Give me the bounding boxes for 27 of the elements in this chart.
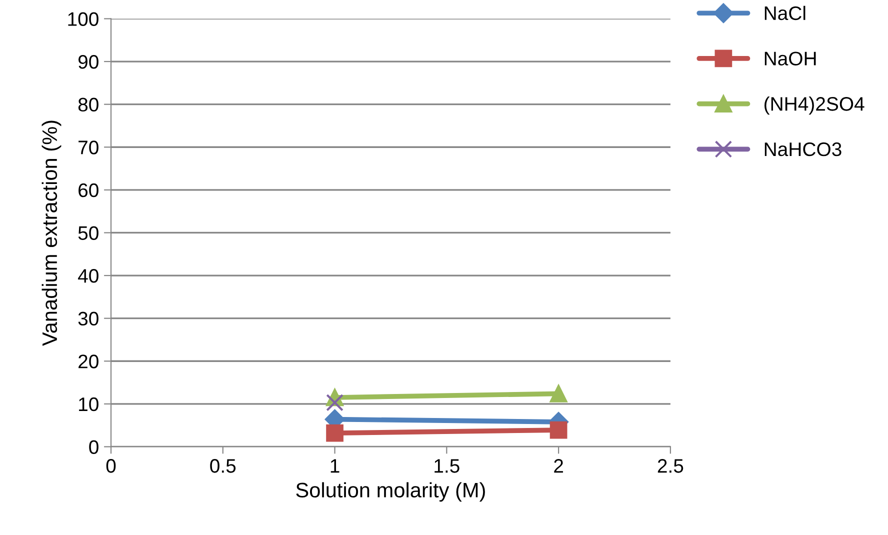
y-tick-label: 70: [78, 140, 98, 154]
x-tick-label: 2: [554, 459, 563, 473]
y-tick-label: 80: [78, 98, 98, 112]
x-axis-title: Solution molarity (M): [296, 482, 485, 502]
legend-label: NaCl: [764, 6, 806, 20]
legend-label: (NH4)2SO4: [764, 96, 864, 115]
x-tick-label: 1: [330, 459, 340, 473]
y-tick-label: 40: [78, 268, 98, 283]
y-tick-label: 20: [78, 354, 98, 368]
point: [326, 424, 344, 442]
y-tick-label: 60: [78, 183, 98, 198]
x-tick-label: 0: [106, 459, 116, 473]
point: [326, 394, 344, 412]
y-axis-title: Vanadium extraction (%): [42, 120, 62, 346]
y-tick-label: 10: [79, 397, 98, 412]
point: [550, 421, 568, 439]
y-tick-label: 0: [89, 440, 98, 454]
y-tick-label: 30: [78, 312, 98, 326]
y-tick-label: 50: [78, 226, 98, 240]
y-tick-label: 100: [68, 12, 98, 26]
x-tick-label: 1.5: [434, 459, 460, 473]
x-tick-label: 0.5: [210, 459, 236, 473]
x-tick-label: 2.5: [658, 459, 684, 473]
legend-label: NaHCO3: [764, 142, 842, 156]
y-tick-label: 90: [78, 54, 98, 69]
point: [550, 384, 568, 402]
legend-label: NaOH: [764, 52, 816, 66]
